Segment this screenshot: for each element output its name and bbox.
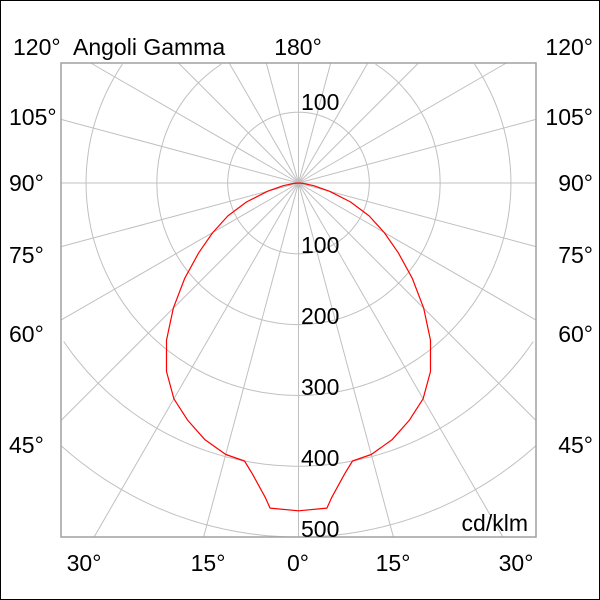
grid-spoke [178,62,299,184]
grid-spoke [90,62,299,184]
grid-spoke [298,182,504,538]
right-angle-label: 45° [558,432,593,458]
radial-label: 100 [301,89,339,115]
chart-title: Angoli Gamma [73,34,225,60]
grid-spoke [203,182,299,538]
grid-spoke [265,62,299,184]
grid-spoke [298,62,332,184]
unit-label: cd/klm [462,510,528,536]
radial-label: 100 [301,232,339,258]
plot-box [60,62,537,538]
grid-spoke [298,182,537,421]
grid-spoke [60,182,299,321]
radial-label: 300 [301,374,339,400]
right-angle-label: 75° [558,242,593,268]
intensity-curve-group [165,182,432,512]
left-angle-label: 75° [9,242,44,268]
grid-ring [156,63,441,326]
grid-spoke [298,118,537,184]
bottom-angle-label: 30° [67,550,102,576]
bottom-angle-label: 0° [287,550,309,576]
top-angle-label: 180° [274,34,322,60]
grid-ring [375,63,441,183]
left-angle-label: 105° [9,104,57,130]
right-angle-label: 105° [545,104,593,130]
grid-spoke [93,182,299,538]
radial-label: 200 [301,303,339,329]
polar-grid [60,62,537,538]
grid-ring [474,63,512,183]
grid-ring [85,63,512,396]
right-angle-label: 60° [558,321,593,347]
left-angle-label: 60° [9,321,44,347]
bottom-angle-label: 30° [499,550,534,576]
grid-spoke [60,118,299,184]
radial-label: 400 [301,445,339,471]
radial-label: 500 [301,516,339,542]
bottom-angle-label: 15° [191,550,226,576]
right-angle-label: 90° [558,170,593,196]
left-angle-label: 45° [9,432,44,458]
left-angle-label: 120° [13,34,61,60]
bottom-angle-label: 15° [376,550,411,576]
grid-spoke [60,182,299,248]
grid-spoke [60,182,299,421]
grid-spoke [298,62,419,184]
grid-spoke [298,182,537,248]
right-angle-label: 120° [545,34,593,60]
intensity-curve [165,182,432,512]
grid-spoke [228,62,299,184]
grid-spoke [298,182,394,538]
grid-spoke [298,182,537,321]
left-angle-label: 90° [9,170,44,196]
grid-spoke [298,62,369,184]
grid-spoke [298,62,507,184]
axis-labels: 105° 90° 75° 60° 45° 120° 105° 90° 75° 60° 45° 30° 1… [9,34,593,576]
